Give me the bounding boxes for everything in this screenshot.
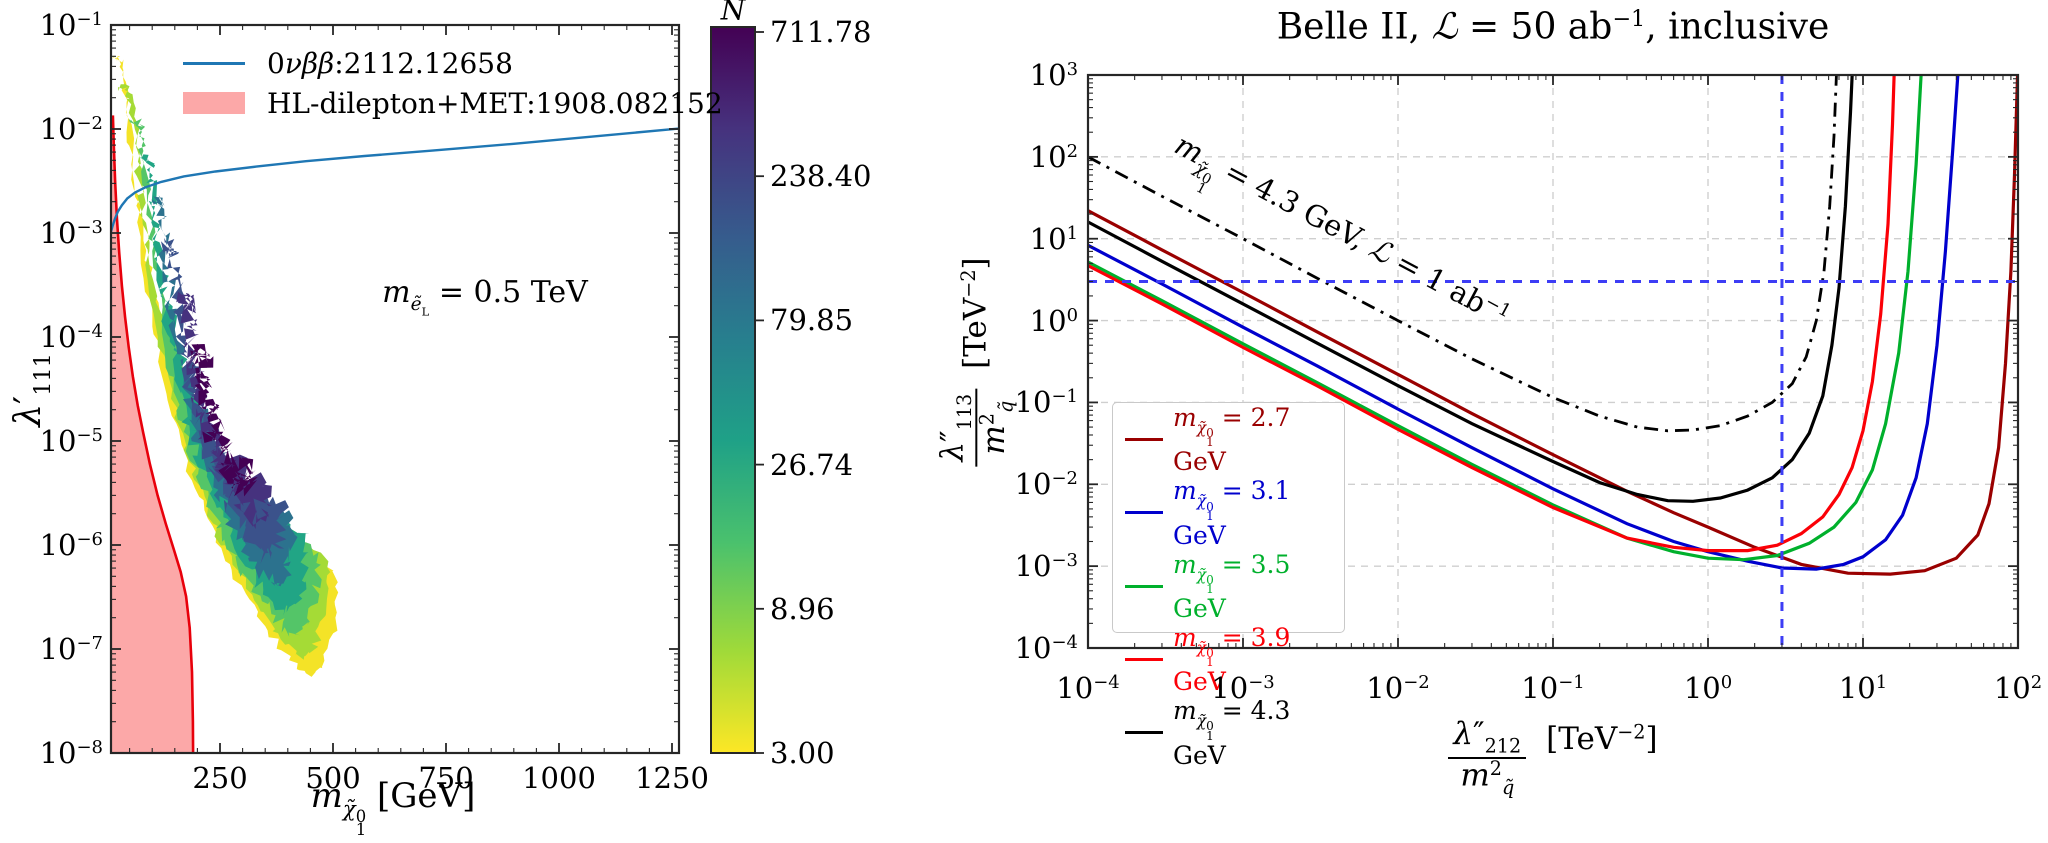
density-band-4 <box>151 195 302 587</box>
right-plot-area <box>1088 75 2018 648</box>
limit-curve-5 <box>1088 75 1838 433</box>
onubb-limit-line <box>111 127 679 234</box>
density-band-7 <box>189 343 258 497</box>
excluded-region-boundary-line <box>111 115 195 753</box>
excluded-region-fill <box>111 115 194 753</box>
limit-curve-3 <box>1088 75 1896 553</box>
right-plot-grid <box>1088 75 2018 648</box>
density-band-6 <box>176 291 272 529</box>
left-plot-area <box>111 55 679 753</box>
density-band-3 <box>140 154 310 616</box>
limit-curve-4 <box>1088 75 1854 503</box>
limit-curve-2 <box>1088 75 1923 562</box>
colorbar-gradient <box>710 26 756 754</box>
density-band-5 <box>161 237 289 564</box>
left-plot-frame <box>109 23 681 755</box>
limit-curve-0 <box>1088 75 2018 576</box>
right-plot-frame <box>1086 73 2020 650</box>
